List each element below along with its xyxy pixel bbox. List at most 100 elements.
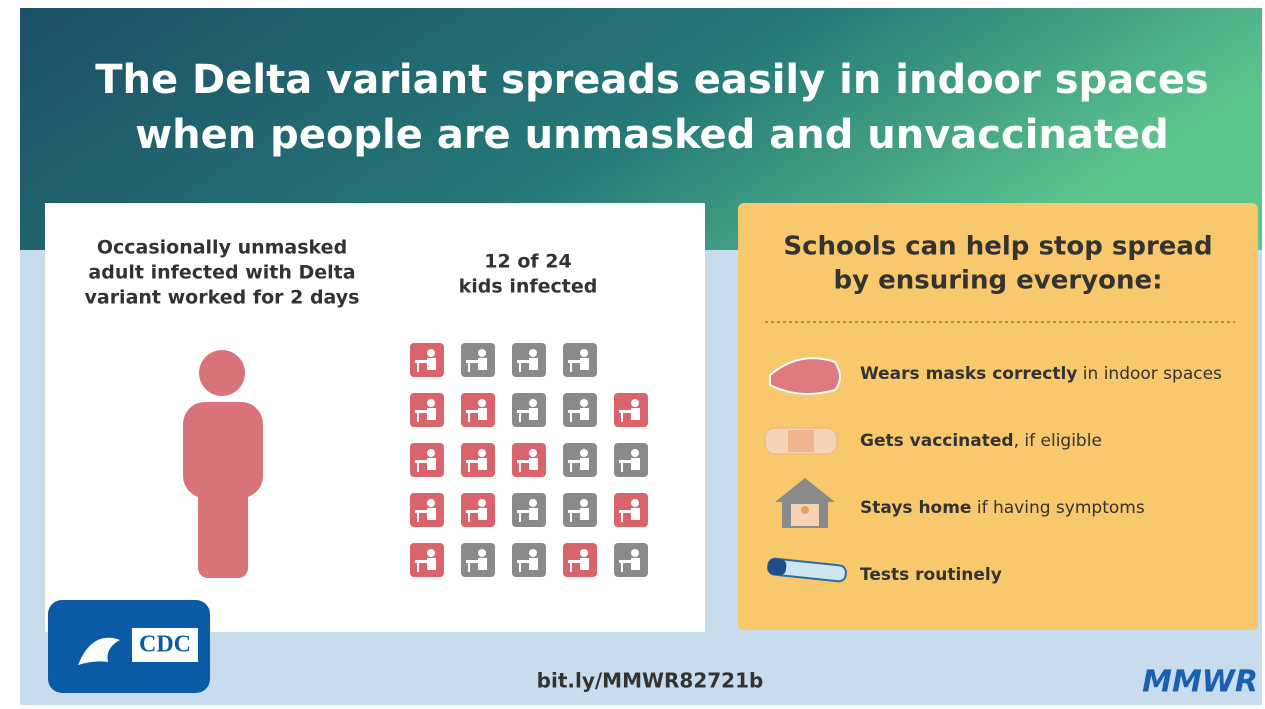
kid-desk-leg — [570, 463, 572, 472]
kid-desk-leg — [519, 463, 521, 472]
kid-body — [580, 458, 589, 470]
kid-desk-leg — [621, 463, 623, 472]
kid-head — [580, 349, 588, 357]
kid-desk-leg — [570, 413, 572, 422]
kid-desk — [415, 510, 428, 513]
kid-head — [631, 449, 639, 457]
kid-desk — [415, 560, 428, 563]
adult-caption: adult infected with Delta — [88, 262, 355, 284]
kids-caption: kids infected — [459, 276, 598, 298]
kid-icon — [614, 493, 648, 527]
kid-desk-leg — [417, 363, 419, 372]
kid-desk — [466, 560, 479, 563]
kid-desk-leg — [621, 513, 623, 522]
kid-icon — [461, 443, 495, 477]
kid-desk — [619, 510, 632, 513]
kid-head — [427, 399, 435, 407]
kid-desk-leg — [468, 413, 470, 422]
kid-icon — [563, 393, 597, 427]
kid-head — [529, 449, 537, 457]
kid-desk — [517, 460, 530, 463]
kid-icon — [563, 543, 597, 577]
kid-desk — [517, 410, 530, 413]
kid-desk — [568, 510, 581, 513]
kid-body — [478, 508, 487, 520]
title-line: The Delta variant spreads easily in indo… — [95, 57, 1209, 103]
kid-head — [529, 349, 537, 357]
kid-desk-leg — [621, 563, 623, 572]
home-icon — [775, 478, 835, 528]
kid-body — [478, 358, 487, 370]
kid-head — [631, 549, 639, 557]
kid-body — [427, 458, 436, 470]
brand: MMWR — [1142, 665, 1258, 700]
kid-desk-leg — [519, 563, 521, 572]
kid-desk — [466, 460, 479, 463]
action-rest: if having symptoms — [971, 498, 1144, 518]
kid-desk-leg — [468, 563, 470, 572]
kid-desk — [568, 460, 581, 463]
schools-heading: Schools can help stop spread — [783, 232, 1212, 262]
action-bold: Gets vaccinated — [860, 431, 1014, 451]
kid-head — [427, 549, 435, 557]
kid-icon — [410, 343, 444, 377]
hhs-eagle — [78, 637, 120, 665]
action-bold: Tests routinely — [860, 565, 1002, 585]
mask-icon — [769, 357, 841, 395]
kid-desk-leg — [417, 413, 419, 422]
kid-desk-leg — [468, 363, 470, 372]
cdc-box — [132, 628, 198, 662]
kid-desk-leg — [570, 363, 572, 372]
kid-head — [427, 449, 435, 457]
action-bold: Wears masks correctly — [860, 364, 1077, 384]
kid-body — [529, 458, 538, 470]
bandage-icon — [764, 427, 838, 455]
kid-desk-leg — [417, 463, 419, 472]
kid-desk-leg — [519, 513, 521, 522]
kid-head — [478, 499, 486, 507]
kid-body — [478, 458, 487, 470]
kid-icon — [461, 343, 495, 377]
kid-desk — [517, 360, 530, 363]
kid-body — [427, 358, 436, 370]
kid-icon — [410, 393, 444, 427]
adult-figure — [183, 350, 263, 578]
kid-body — [529, 358, 538, 370]
kid-body — [631, 408, 640, 420]
kid-icon — [614, 393, 648, 427]
kid-icon — [461, 543, 495, 577]
kid-body — [631, 508, 640, 520]
kid-desk — [466, 410, 479, 413]
kid-desk — [568, 560, 581, 563]
kid-head — [580, 449, 588, 457]
link: bit.ly/MMWR82721b — [537, 669, 764, 693]
kid-desk — [619, 460, 632, 463]
kid-desk-leg — [570, 563, 572, 572]
kid-desk — [466, 360, 479, 363]
kid-body — [478, 408, 487, 420]
kid-desk — [619, 410, 632, 413]
kid-icon — [563, 493, 597, 527]
kid-desk — [568, 360, 581, 363]
cdc-logo — [48, 600, 210, 693]
kid-icon — [512, 443, 546, 477]
kid-body — [427, 558, 436, 570]
kid-icon — [512, 393, 546, 427]
kid-icon — [461, 393, 495, 427]
kid-icon — [410, 543, 444, 577]
kids-caption: 12 of 24 — [484, 251, 571, 273]
kid-desk — [517, 560, 530, 563]
kid-head — [631, 499, 639, 507]
kid-desk-leg — [417, 563, 419, 572]
kid-head — [478, 349, 486, 357]
kid-desk — [466, 510, 479, 513]
kid-icon — [512, 543, 546, 577]
kid-head — [580, 499, 588, 507]
kid-desk-leg — [468, 463, 470, 472]
action-item: Gets vaccinated, if eligible — [860, 431, 1102, 451]
adult-caption: Occasionally unmasked — [97, 237, 347, 259]
kid-body — [580, 358, 589, 370]
kid-head — [580, 399, 588, 407]
right-panel — [738, 203, 1258, 630]
kid-desk-leg — [519, 363, 521, 372]
